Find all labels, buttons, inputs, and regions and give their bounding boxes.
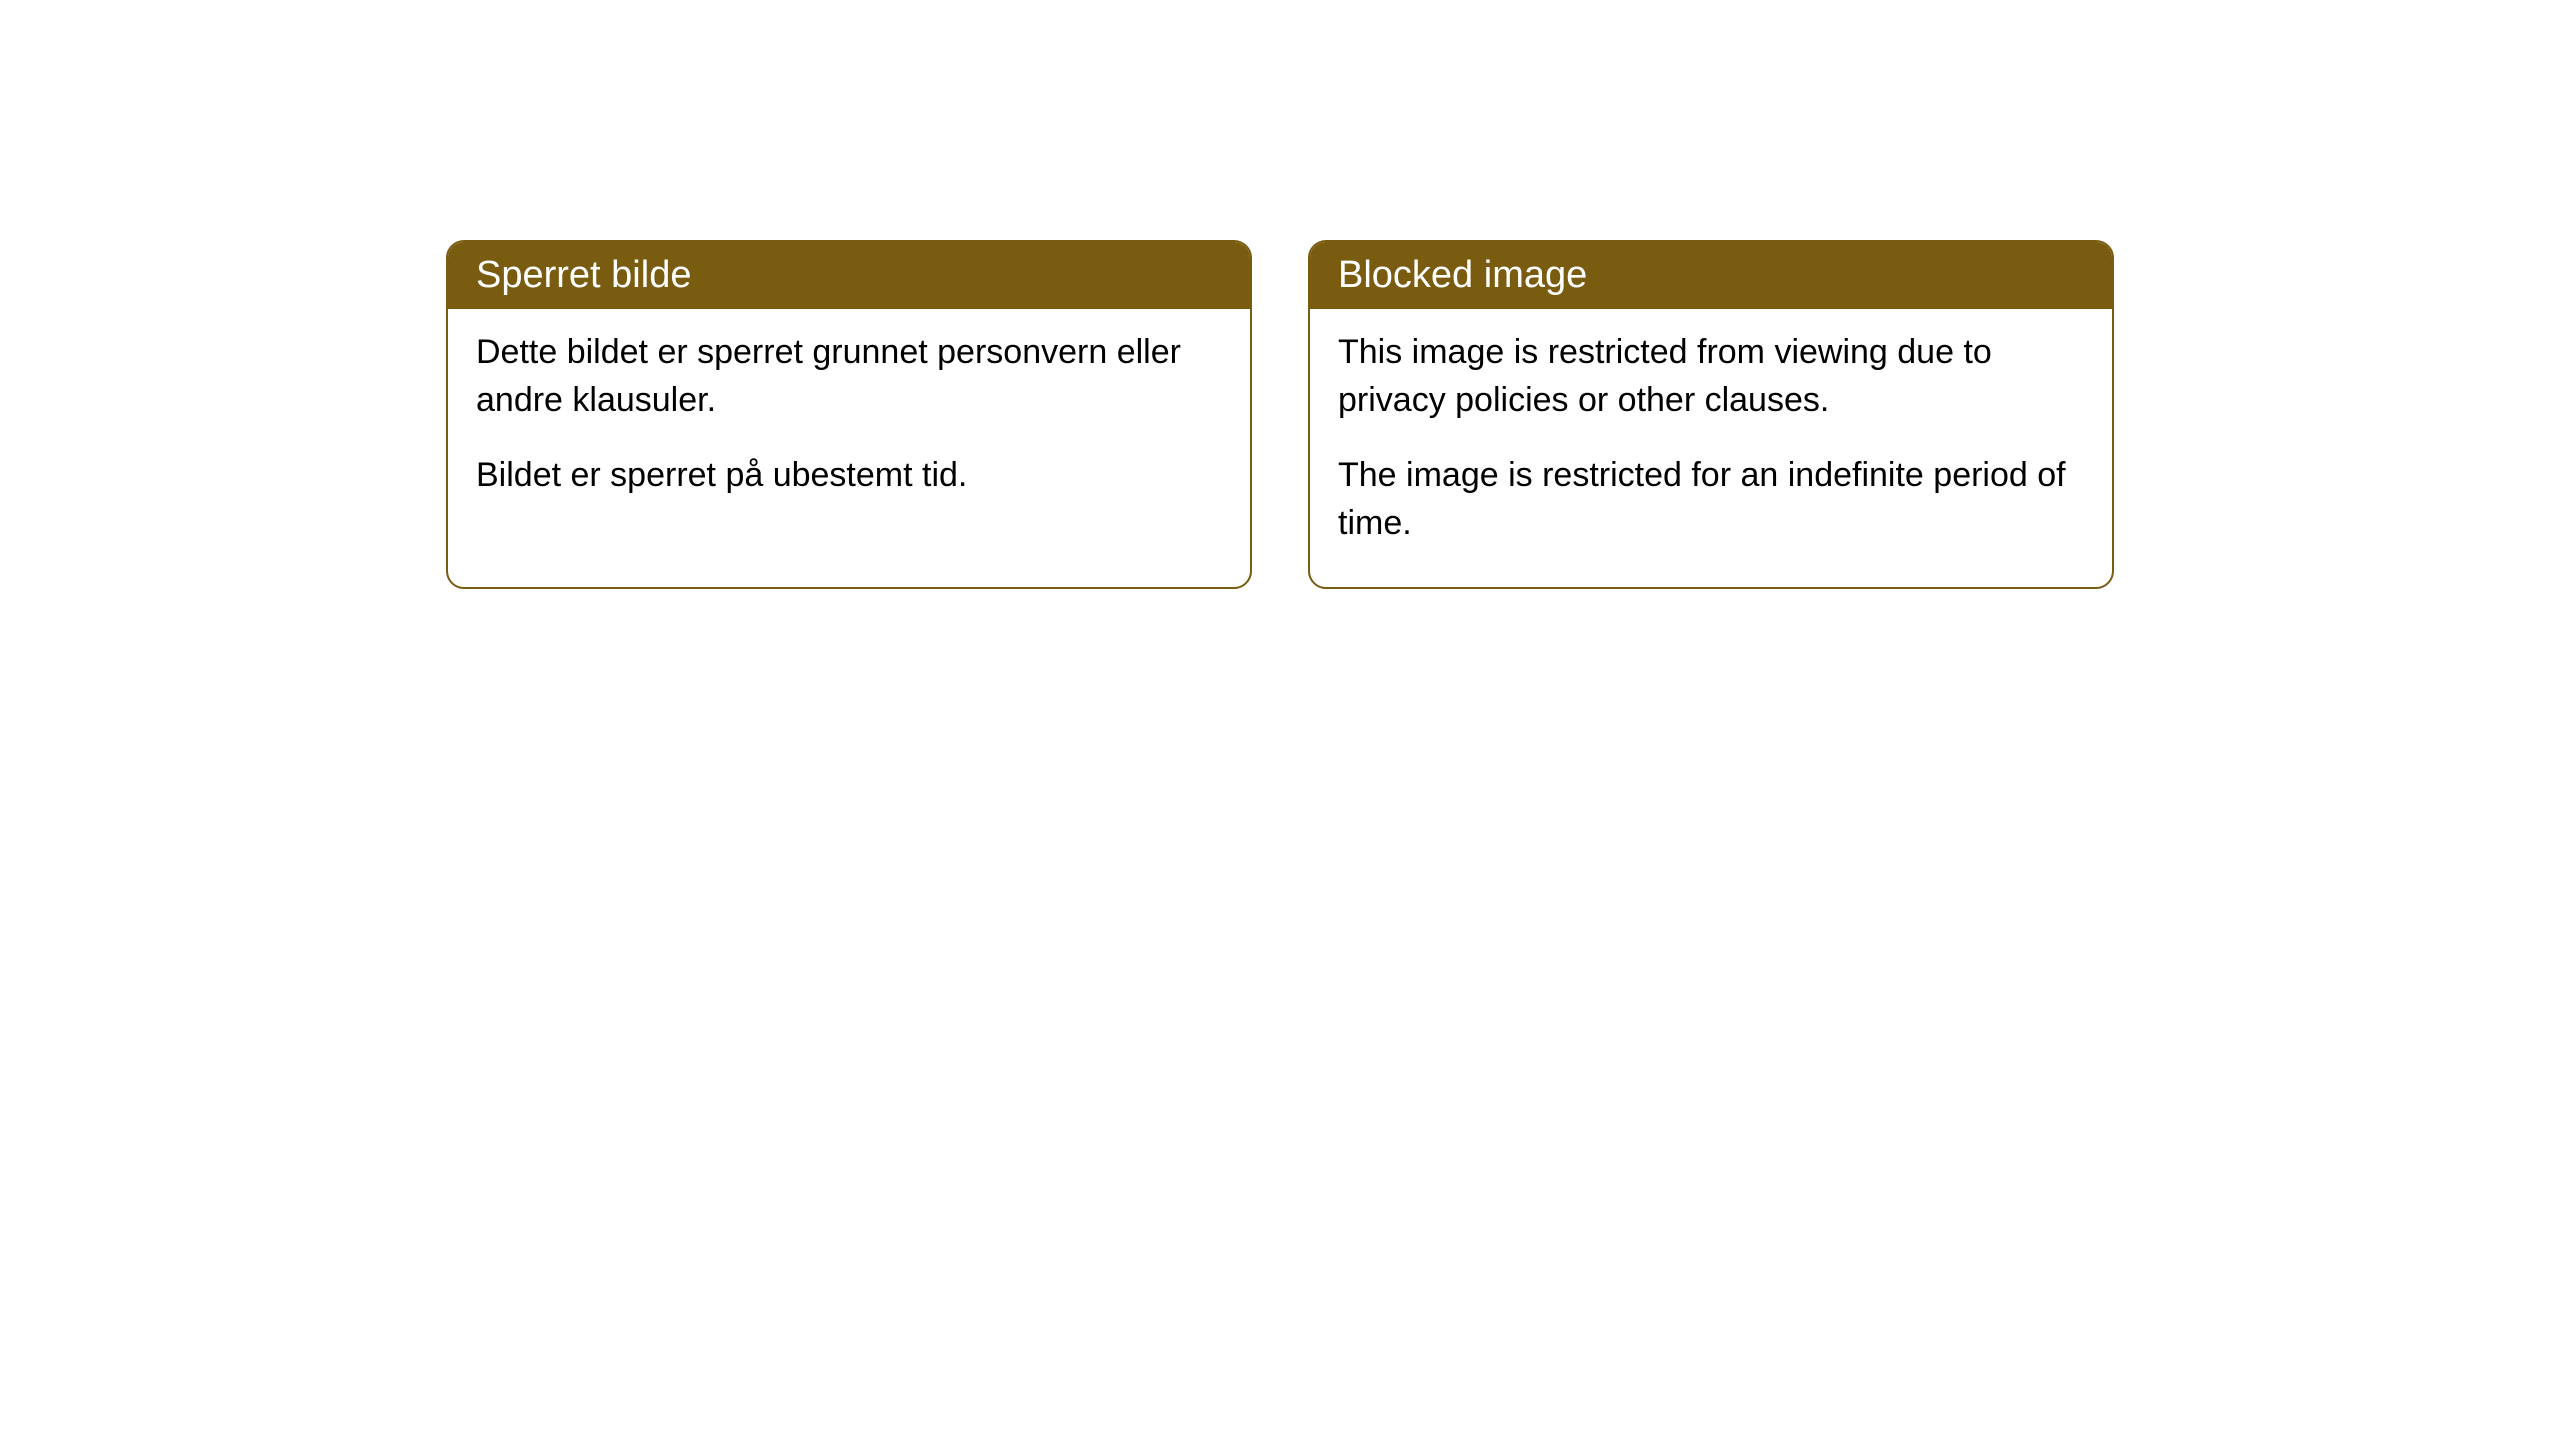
notice-cards-container: Sperret bilde Dette bildet er sperret gr… <box>0 240 2560 589</box>
notice-card-norwegian: Sperret bilde Dette bildet er sperret gr… <box>446 240 1252 589</box>
notice-paragraph: Bildet er sperret på ubestemt tid. <box>476 452 1222 500</box>
notice-body: This image is restricted from viewing du… <box>1310 309 2112 587</box>
notice-header: Sperret bilde <box>448 242 1250 309</box>
notice-body: Dette bildet er sperret grunnet personve… <box>448 309 1250 540</box>
notice-paragraph: The image is restricted for an indefinit… <box>1338 452 2084 547</box>
notice-title: Blocked image <box>1338 254 1587 296</box>
notice-paragraph: Dette bildet er sperret grunnet personve… <box>476 329 1222 424</box>
notice-title: Sperret bilde <box>476 254 691 296</box>
notice-card-english: Blocked image This image is restricted f… <box>1308 240 2114 589</box>
notice-header: Blocked image <box>1310 242 2112 309</box>
notice-paragraph: This image is restricted from viewing du… <box>1338 329 2084 424</box>
